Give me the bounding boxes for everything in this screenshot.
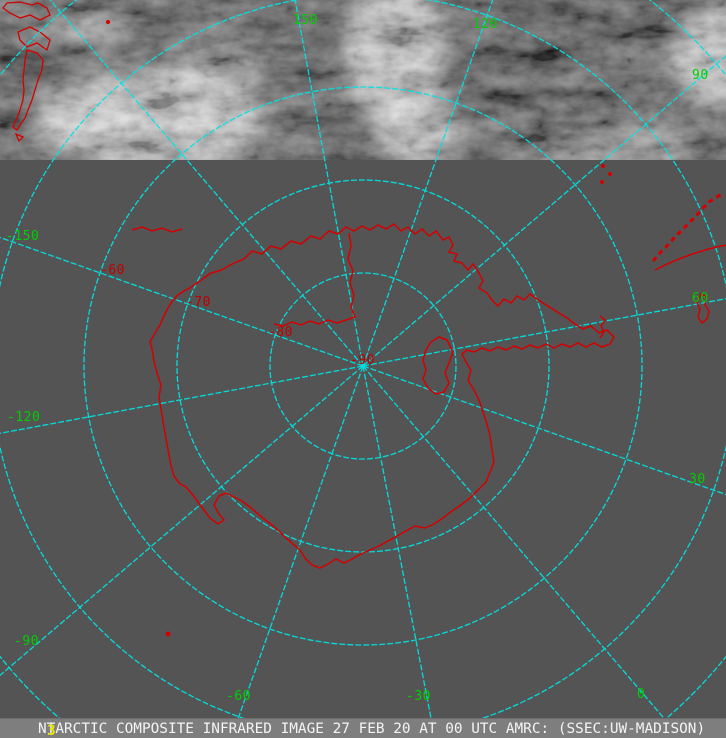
offshore-arc: [654, 244, 726, 271]
longitude-label: -120: [7, 410, 40, 425]
island-chain: [651, 192, 723, 262]
longitude-label: 60: [692, 291, 709, 306]
longitude-label: -150: [6, 229, 39, 244]
antarctica-mainland: [149, 223, 615, 569]
coast-fragment: [599, 315, 607, 339]
longitude-label: 30: [689, 472, 706, 487]
latitude-circle-70s: [176, 179, 550, 553]
pole-label: -90: [350, 353, 375, 368]
cloud-noise-fine: [0, 0, 726, 160]
longitude-label: 90: [692, 68, 709, 83]
new-zealand-coastline: [2, 1, 51, 143]
longitude-label: -30: [406, 689, 431, 704]
latitude-label: -80: [268, 325, 293, 340]
antarctica-coastline: [131, 223, 726, 569]
latitude-label: -60: [100, 263, 125, 278]
longitude-label: 150: [293, 13, 318, 28]
satellite-strip: [0, 0, 726, 160]
latitude-circle-60s: [83, 86, 643, 646]
status-bar: NTARCTIC COMPOSITE INFRARED IMAGE 27 FEB…: [0, 718, 726, 738]
status-text: NTARCTIC COMPOSITE INFRARED IMAGE 27 FEB…: [38, 721, 706, 737]
amery-loop: [422, 336, 454, 395]
frame-number: 3: [47, 723, 56, 738]
latitude-labels: -60 -70 -80 -90: [100, 263, 375, 368]
longitude-label: 0: [637, 687, 645, 702]
longitude-label: -90: [14, 634, 39, 649]
island-dot: [106, 20, 110, 24]
latitude-circle-80s: [269, 272, 457, 460]
island-blob: [696, 292, 710, 325]
ice-shelf-edge: [273, 232, 356, 327]
longitude-label: -60: [226, 689, 251, 704]
island-dots: [165, 164, 612, 637]
longitude-label: 120: [473, 17, 498, 32]
west-coast-squiggle: [131, 226, 183, 233]
latitude-label: -70: [186, 295, 211, 310]
longitude-labels: 150 120 90 60 30 0 -30 -60 -90 -120 -150: [6, 13, 709, 704]
